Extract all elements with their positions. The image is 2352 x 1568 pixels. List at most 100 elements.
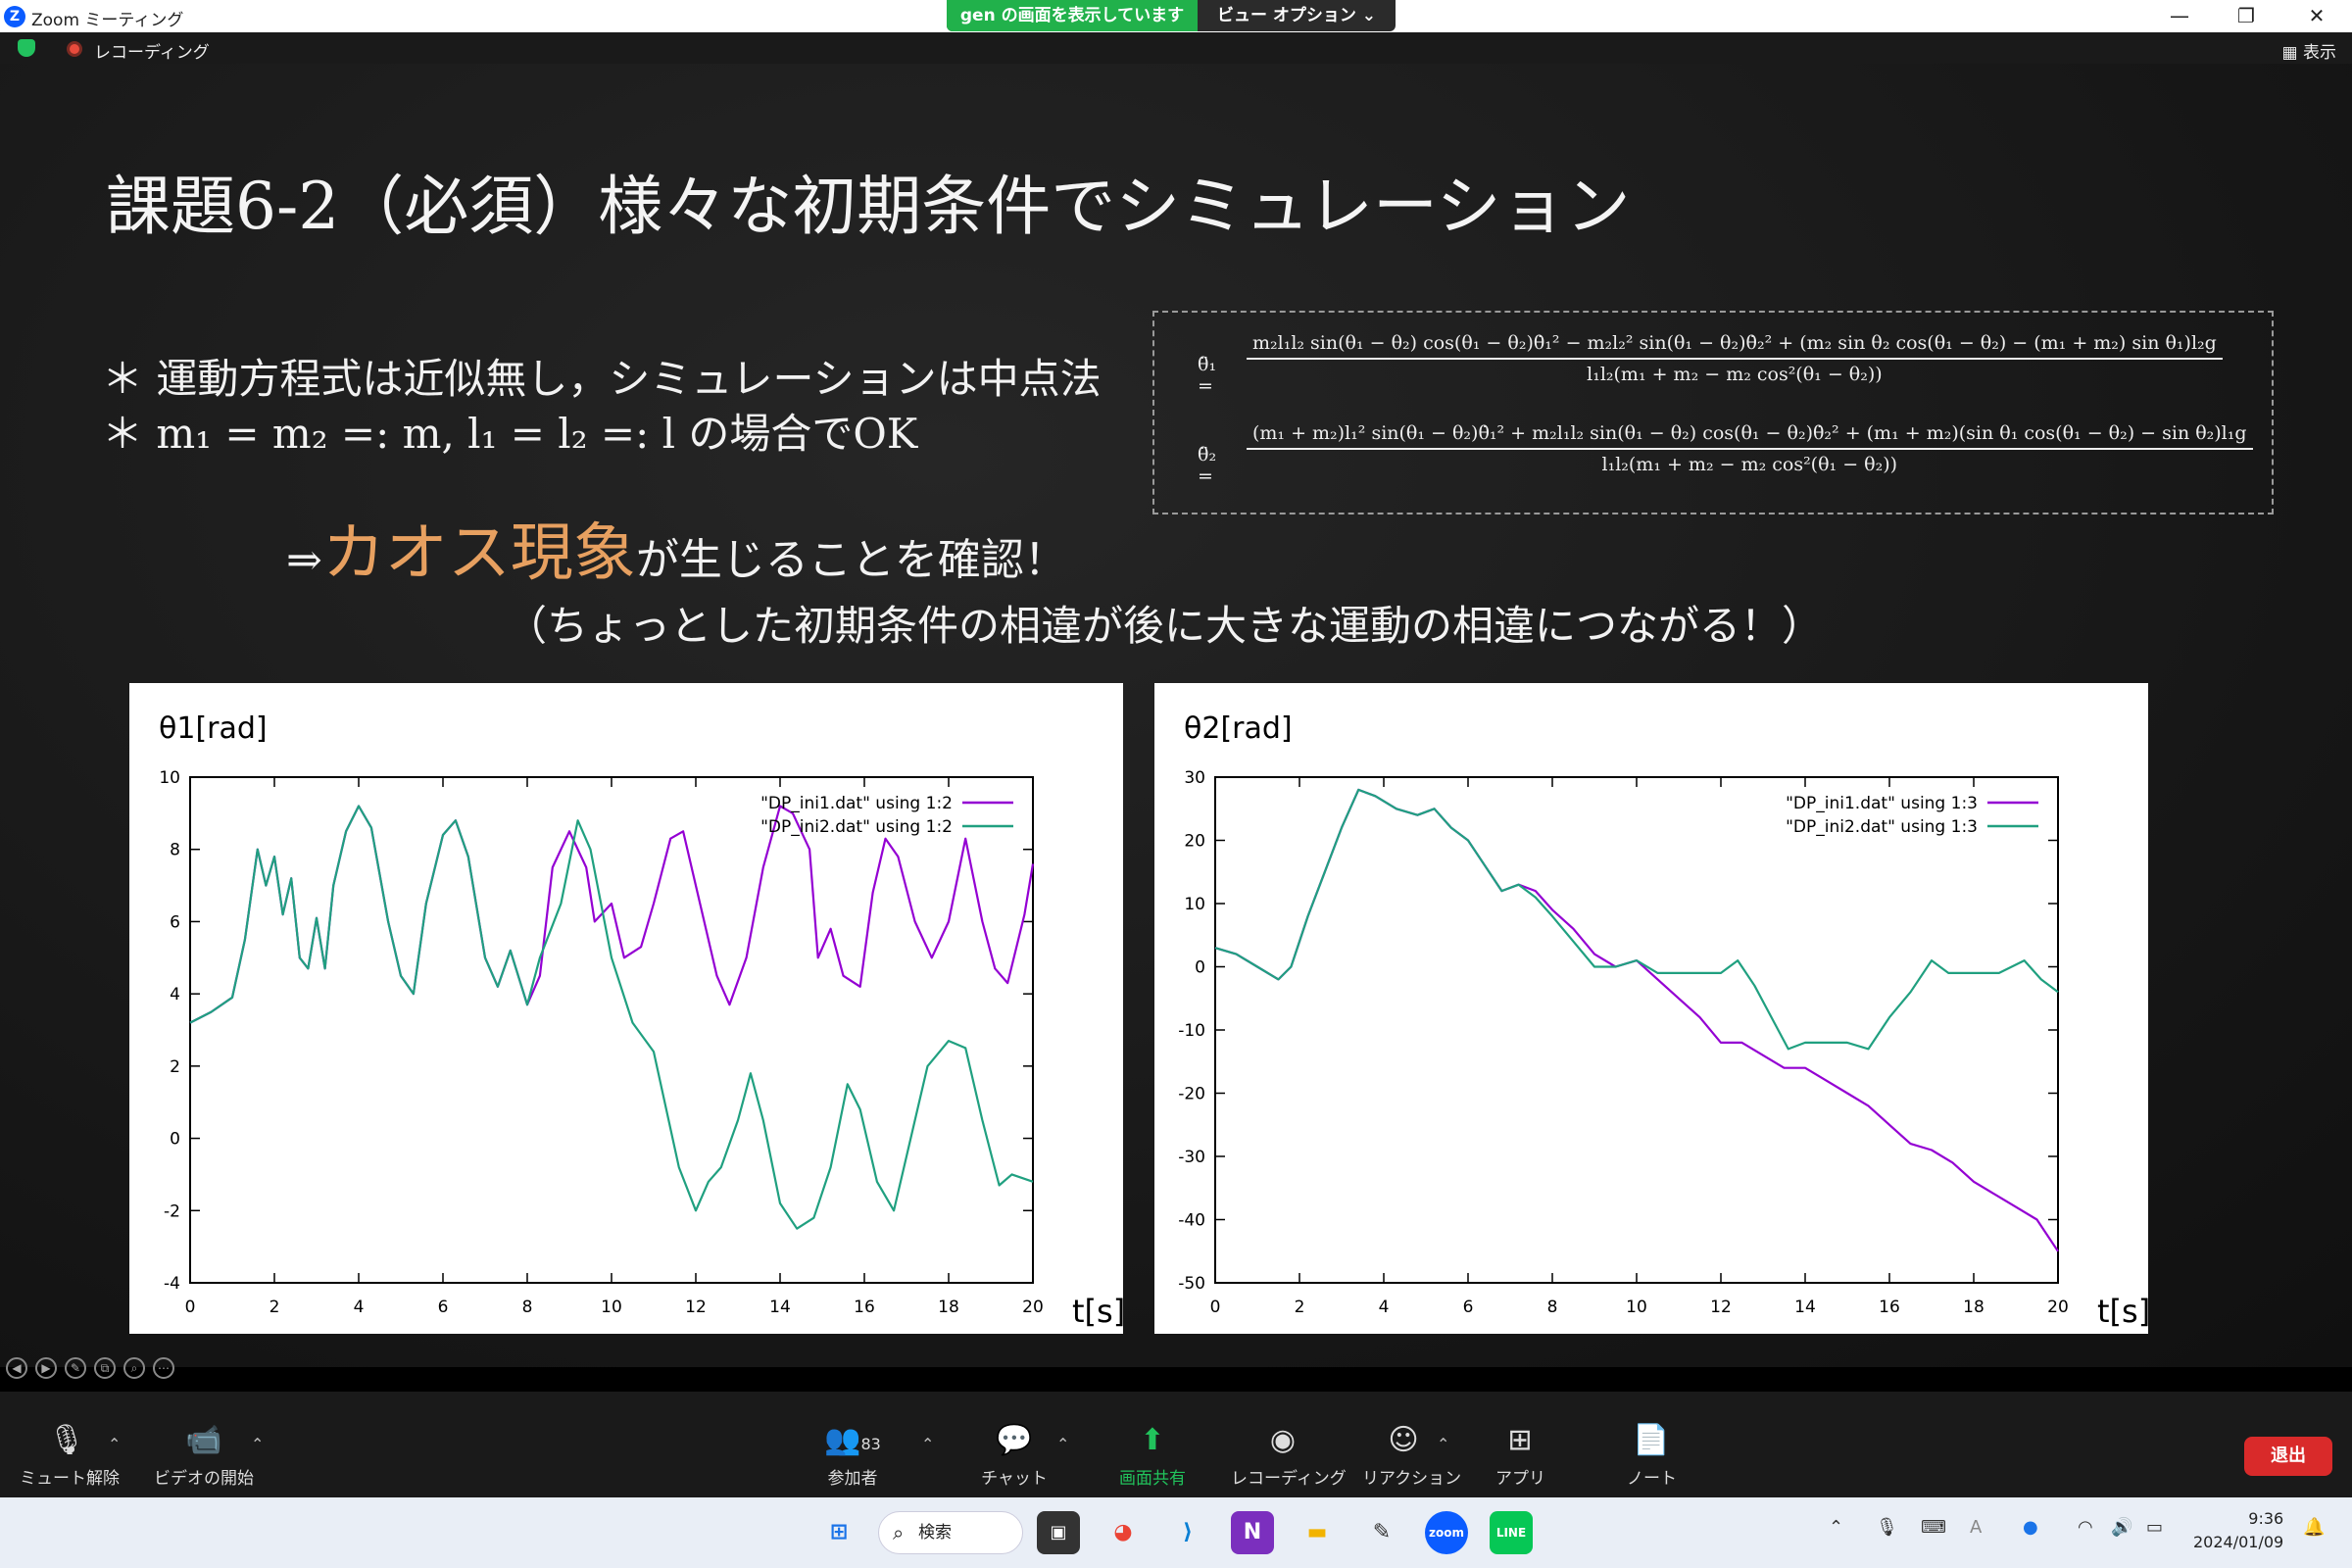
x-axis-label: t[s]: [1072, 1293, 1123, 1330]
volume-icon[interactable]: 🔊: [2111, 1517, 2133, 1538]
series-line-1: [189, 805, 1035, 1024]
bullet-2: ＊ m₁ = m₂ =: m, l₁ = l₂ =: l の場合でOK: [102, 410, 918, 458]
gimp-icon[interactable]: ✎: [1372, 1520, 1392, 1544]
zoom-logo-icon: Z: [4, 6, 25, 27]
battery-icon[interactable]: ▭: [2146, 1517, 2164, 1538]
audio-options-caret-icon[interactable]: ⌃: [108, 1435, 122, 1453]
task-view-icon[interactable]: ▣: [1037, 1511, 1080, 1554]
tray-overflow-icon[interactable]: ⌃: [1829, 1517, 1844, 1538]
legend-label-2: "DP_ini2.dat" using 1:3: [1786, 817, 1978, 837]
x-tick-label: 0: [1210, 1298, 1221, 1317]
copy-icon[interactable]: ⧉: [94, 1357, 116, 1379]
x-tick-label: 10: [1626, 1298, 1647, 1317]
video-label: ビデオの開始: [154, 1469, 254, 1489]
chat-button[interactable]: 💬 チャット: [980, 1421, 1049, 1489]
minimize-button[interactable]: —: [2170, 4, 2189, 27]
theta1-chart-panel: 0 2 4 6 8 10 12 14 16 18 20 -4 -2 0 2 4 6 8 10 θ1[rad] t[s] "…: [129, 683, 1125, 1334]
reactions-label: リアクション: [1362, 1469, 1462, 1489]
record-label: レコーディング: [1231, 1469, 1347, 1489]
next-slide-icon[interactable]: ▶: [35, 1357, 57, 1379]
microphone-icon[interactable]: 🎙: [1876, 1517, 1898, 1538]
notification-bell-icon[interactable]: 🔔: [2303, 1517, 2326, 1538]
pen-icon[interactable]: ✎: [65, 1357, 86, 1379]
chaos-word: カオス現象: [321, 517, 636, 590]
display-button[interactable]: ▦ 表示: [2282, 38, 2336, 63]
y-tick-label: 10: [159, 768, 180, 788]
eq1-fraction: m₂l₁l₂ sin(θ₁ − θ₂) cos(θ₁ − θ₂)θ̇₁² − m…: [1247, 332, 2223, 385]
participants-caret-icon[interactable]: ⌃: [921, 1435, 935, 1453]
leave-button[interactable]: 退出: [2244, 1437, 2332, 1476]
y-axis-label: θ1[rad]: [159, 711, 268, 746]
y-tick-label: 30: [1184, 768, 1205, 788]
smiley-icon: ☺: [1388, 1423, 1419, 1457]
taskbar-search[interactable]: ⌕ 検索: [878, 1511, 1023, 1554]
participants-label: 参加者: [827, 1469, 878, 1489]
shield-icon[interactable]: [18, 39, 35, 57]
x-tick-label: 8: [522, 1298, 533, 1317]
zoom-icon[interactable]: ⌕: [123, 1357, 145, 1379]
eq1-lhs: θ̈₁ =: [1198, 354, 1217, 397]
notes-button[interactable]: 📄 ノート: [1627, 1421, 1677, 1489]
share-screen-button[interactable]: ⬆ 画面共有: [1105, 1421, 1200, 1489]
video-button[interactable]: 📹 ビデオの開始: [147, 1421, 261, 1489]
y-tick-label: -30: [1178, 1148, 1205, 1167]
notes-label: ノート: [1627, 1469, 1677, 1489]
grid-icon: ▦: [2281, 43, 2303, 63]
video-options-caret-icon[interactable]: ⌃: [251, 1435, 265, 1453]
reactions-button[interactable]: ☺ リアクション: [1362, 1421, 1462, 1489]
record-icon: ◉: [1269, 1423, 1297, 1457]
participants-button[interactable]: 👥83 参加者: [813, 1421, 892, 1489]
x-tick-label: 18: [1963, 1298, 1984, 1317]
shared-slide: 課題6-2（必須）様々な初期条件でシミュレーション ＊ 運動方程式は近似無し，シ…: [0, 64, 2352, 1379]
display-label: 表示: [2303, 43, 2336, 63]
series-line-2: [189, 805, 1034, 1230]
mute-button[interactable]: 🎙 ミュート解除: [20, 1421, 120, 1489]
theta2-chart: 0 2 4 6 8 10 12 14 16 18 20 -50 -40 -30 -20 -10 0 10 20 30 θ…: [1178, 711, 2150, 1330]
close-button[interactable]: ✕: [2308, 4, 2326, 27]
microphone-muted-icon: 🎙: [47, 1423, 86, 1457]
restore-button[interactable]: ❐: [2237, 4, 2255, 27]
line-app-icon[interactable]: LINE: [1490, 1511, 1533, 1554]
series-line-2: [1214, 788, 2059, 1051]
x-tick-label: 6: [438, 1298, 449, 1317]
x-tick-label: 8: [1547, 1298, 1558, 1317]
wifi-icon[interactable]: ◠: [2078, 1517, 2093, 1538]
x-tick-label: 16: [854, 1298, 875, 1317]
x-tick-label: 2: [270, 1298, 280, 1317]
view-options-button[interactable]: ビュー オプション ⌄: [1216, 6, 1377, 25]
legend-label-1: "DP_ini1.dat" using 1:2: [760, 794, 953, 813]
zoom-taskbar-icon[interactable]: zoom: [1425, 1511, 1468, 1554]
keyboard-icon[interactable]: ⌨: [1921, 1517, 1946, 1538]
file-explorer-icon[interactable]: ▬: [1306, 1520, 1328, 1544]
chaos-suffix: が生じることを確認！: [635, 535, 1067, 585]
reactions-caret-icon[interactable]: ⌃: [1437, 1435, 1450, 1453]
x-tick-label: 10: [601, 1298, 622, 1317]
chat-caret-icon[interactable]: ⌃: [1056, 1435, 1070, 1453]
y-tick-label: 10: [1184, 895, 1205, 914]
arrow-prefix: ⇒: [286, 535, 322, 585]
onenote-icon[interactable]: N: [1231, 1511, 1274, 1554]
record-button[interactable]: ◉ レコーディング: [1231, 1421, 1347, 1489]
windows-start-icon[interactable]: ⊞: [829, 1520, 849, 1544]
ime-icon[interactable]: A: [1970, 1517, 1983, 1538]
slide-title: 課題6-2（必須）様々な初期条件でシミュレーション: [106, 169, 1631, 244]
taskbar-clock[interactable]: 9:36 2024/01/09: [2193, 1507, 2283, 1554]
participants-count: 83: [860, 1435, 881, 1453]
clock-date: 2024/01/09: [2193, 1533, 2284, 1551]
chrome-icon[interactable]: ◕: [1113, 1520, 1133, 1544]
more-icon[interactable]: ⋯: [153, 1357, 174, 1379]
window-title-bar: Z Zoom ミーティング gen の画面を表示しています ビュー オプション …: [0, 0, 2352, 32]
apps-button[interactable]: ⊞ アプリ: [1495, 1421, 1545, 1489]
plot-frame: [189, 776, 1034, 1284]
chat-icon: 💬: [996, 1423, 1033, 1457]
record-dot-icon[interactable]: [67, 41, 82, 57]
cloud-icon[interactable]: ●: [2023, 1517, 2038, 1538]
eq2-fraction: (m₁ + m₂)l₁² sin(θ₁ − θ₂)θ̇₁² + m₂l₁l₂ s…: [1247, 422, 2253, 475]
vscode-icon[interactable]: ⟩: [1182, 1520, 1194, 1544]
y-tick-label: 0: [1195, 958, 1205, 978]
slide-tools: ◀ ▶ ✎ ⧉ ⌕ ⋯: [6, 1357, 182, 1379]
notes-icon: 📄: [1633, 1423, 1670, 1457]
recording-label[interactable]: レコーディング: [94, 43, 210, 63]
clock-time: 9:36: [2248, 1509, 2284, 1528]
prev-slide-icon[interactable]: ◀: [6, 1357, 27, 1379]
